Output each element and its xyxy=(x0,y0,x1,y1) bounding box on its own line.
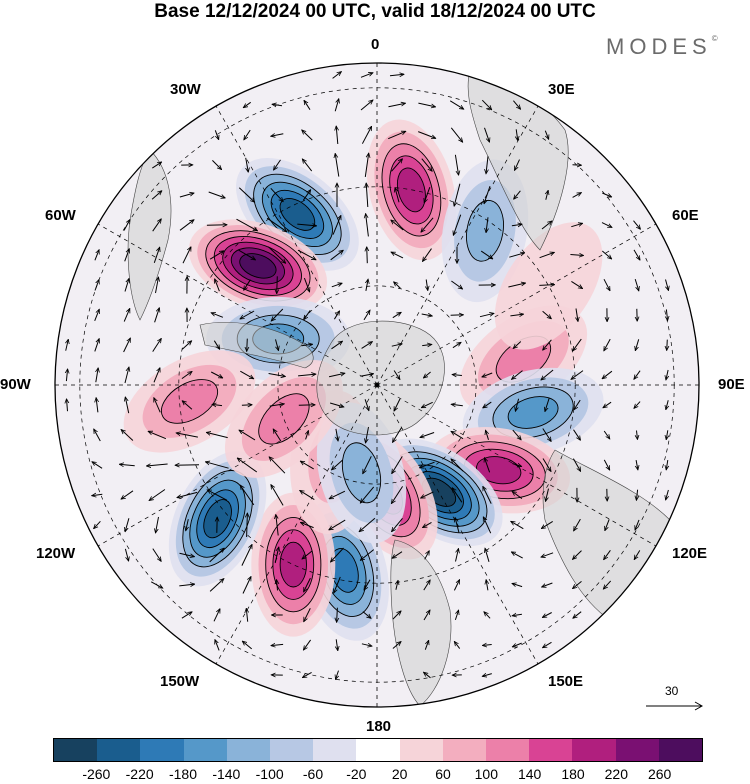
wind-arrow xyxy=(667,340,668,351)
lon-label-150e: 150E xyxy=(548,674,583,690)
colorbar-segment xyxy=(270,739,313,761)
lon-label-120e: 120E xyxy=(672,546,707,562)
colorbar-segment xyxy=(356,739,399,761)
colorbar-tick-label: -180 xyxy=(169,766,197,782)
colorbar-segment xyxy=(313,739,356,761)
lon-label-120w: 120W xyxy=(36,546,75,562)
map-disc xyxy=(40,50,720,730)
lon-label-150w: 150W xyxy=(160,674,199,690)
colorbar-tick-label: 100 xyxy=(475,766,498,782)
wind-arrow xyxy=(367,247,368,263)
colorbar-tick-label: -260 xyxy=(82,766,110,782)
colorbar-segment xyxy=(529,739,572,761)
colorbar-ticks: -260 -220 -180 -140 -100 -60 -20 20 60 100 140 180 2… xyxy=(0,766,750,784)
wind-arrow xyxy=(247,339,248,352)
lon-label-0: 0 xyxy=(371,37,379,53)
colorbar-segment xyxy=(400,739,443,761)
colorbar-tick-label: -220 xyxy=(126,766,154,782)
colorbar-segment xyxy=(572,739,615,761)
colorbar-segment xyxy=(97,739,140,761)
colorbar-segment xyxy=(486,739,529,761)
lon-label-30e: 30E xyxy=(548,82,575,98)
colorbar-segment xyxy=(616,739,659,761)
colorbar-segment xyxy=(54,739,97,761)
colorbar-segment xyxy=(140,739,183,761)
colorbar-segment xyxy=(227,739,270,761)
colorbar-tick-label: -140 xyxy=(212,766,240,782)
wind-arrow xyxy=(277,276,278,293)
lon-label-90e: 90E xyxy=(718,377,745,393)
colorbar-tick-label: -60 xyxy=(303,766,323,782)
colorbar-segment xyxy=(184,739,227,761)
wind-arrow xyxy=(242,405,252,406)
colorbar xyxy=(53,738,703,762)
colorbar-tick-label: 260 xyxy=(648,766,671,782)
colorbar-tick-label: 20 xyxy=(392,766,408,782)
lon-label-60e: 60E xyxy=(672,208,699,224)
colorbar-segment xyxy=(659,739,702,761)
lon-label-30w: 30W xyxy=(170,82,201,98)
colorbar-tick-label: -100 xyxy=(256,766,284,782)
colorbar-tick-label: 140 xyxy=(518,766,541,782)
colorbar-tick-label: 180 xyxy=(561,766,584,782)
colorbar-tick-label: -20 xyxy=(346,766,366,782)
reference-vector-arrow xyxy=(644,684,706,714)
colorbar-segment xyxy=(443,739,486,761)
lon-label-90w: 90W xyxy=(0,377,31,393)
south-pole-marker xyxy=(375,383,380,388)
lon-label-180: 180 xyxy=(366,719,391,735)
colorbar-tick-label: 60 xyxy=(435,766,451,782)
colorbar-tick-label: 220 xyxy=(605,766,628,782)
lon-label-60w: 60W xyxy=(45,208,76,224)
